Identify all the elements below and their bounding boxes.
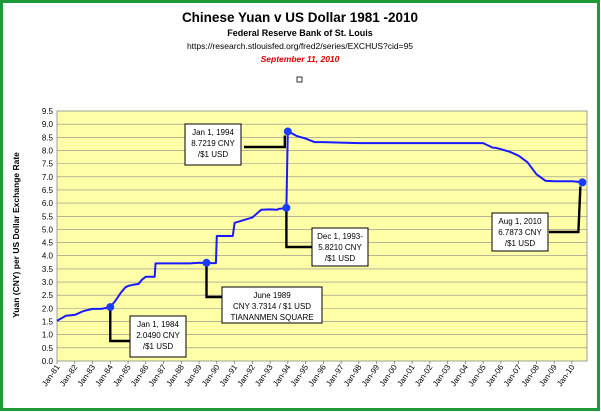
annotation-text: Aug 1, 2010 — [498, 217, 542, 226]
y-tick-label: 4.5 — [42, 239, 54, 248]
annotation-text: TIANANMEN SQUARE — [230, 313, 313, 322]
annotation-text: 5.8210 CNY — [318, 243, 362, 252]
annotation-text: Dec 1, 1993- — [317, 232, 363, 241]
data-point-marker — [202, 258, 211, 267]
y-tick-label: 5.5 — [42, 212, 54, 221]
annotation-text: /$1 USD — [198, 150, 228, 159]
y-tick-label: 2.5 — [42, 291, 54, 300]
annotation-box — [221, 286, 323, 324]
y-tick-label: 0.5 — [42, 344, 54, 353]
chart-title: Chinese Yuan v US Dollar 1981 -2010 — [182, 10, 418, 25]
annotation-text: 2.0490 CNY — [136, 331, 180, 340]
y-tick-label: 1.0 — [42, 331, 54, 340]
data-point-marker — [283, 127, 292, 136]
y-tick-label: 3.5 — [42, 265, 54, 274]
data-point-marker — [578, 178, 587, 187]
y-tick-label: 6.5 — [42, 186, 54, 195]
annotation-arrow — [109, 307, 130, 343]
annotation-box — [311, 227, 369, 267]
y-tick-label: 9.5 — [42, 107, 54, 116]
annotation-text: Jan 1, 1994 — [192, 128, 234, 137]
y-axis-label: Yuan (CNY) per US Dollar Exchange Rate — [11, 152, 21, 318]
y-tick-label: 4.0 — [42, 252, 54, 261]
annotation-text: /$1 USD — [505, 239, 535, 248]
y-tick-label: 0.0 — [42, 357, 54, 366]
y-tick-label: 2.0 — [42, 304, 54, 313]
data-point-marker — [106, 303, 115, 312]
annotation-arrow — [285, 207, 312, 249]
y-tick-label: 8.5 — [42, 133, 54, 142]
annotation-text: /$1 USD — [143, 342, 173, 351]
annotation-text: Jan 1, 1984 — [137, 320, 179, 329]
data-point-marker — [282, 203, 291, 212]
y-tick-label: 3.0 — [42, 278, 54, 287]
annotation-text: 8.7219 CNY — [191, 139, 235, 148]
y-tick-label: 7.0 — [42, 173, 54, 182]
y-tick-label: 7.5 — [42, 160, 54, 169]
annotation-box — [129, 315, 187, 358]
series-line — [56, 130, 585, 322]
annotation-box — [491, 212, 549, 252]
chart-date: September 11, 2010 — [261, 54, 340, 64]
annotation-arrow — [205, 262, 222, 299]
y-tick-label: 6.0 — [42, 199, 54, 208]
chart-subtitle: Federal Reserve Bank of St. Louis — [227, 28, 373, 38]
y-tick-label: 9.0 — [42, 120, 54, 129]
annotation-text: 6.7873 CNY — [498, 228, 542, 237]
annotation-arrow — [549, 186, 582, 234]
annotation-text: CNY 3.7314 / $1 USD — [233, 302, 311, 311]
y-tick-label: 1.5 — [42, 318, 54, 327]
annotation-text: June 1989 — [253, 291, 291, 300]
annotation-box — [184, 123, 242, 166]
y-tick-label: 8.0 — [42, 146, 54, 155]
annotation-text: /$1 USD — [325, 254, 355, 263]
placeholder-square-icon — [296, 76, 303, 83]
source-url: https://research.stlouisfed.org/fred2/se… — [187, 41, 413, 51]
y-tick-label: 5.0 — [42, 225, 54, 234]
annotation-arrow — [244, 135, 287, 149]
